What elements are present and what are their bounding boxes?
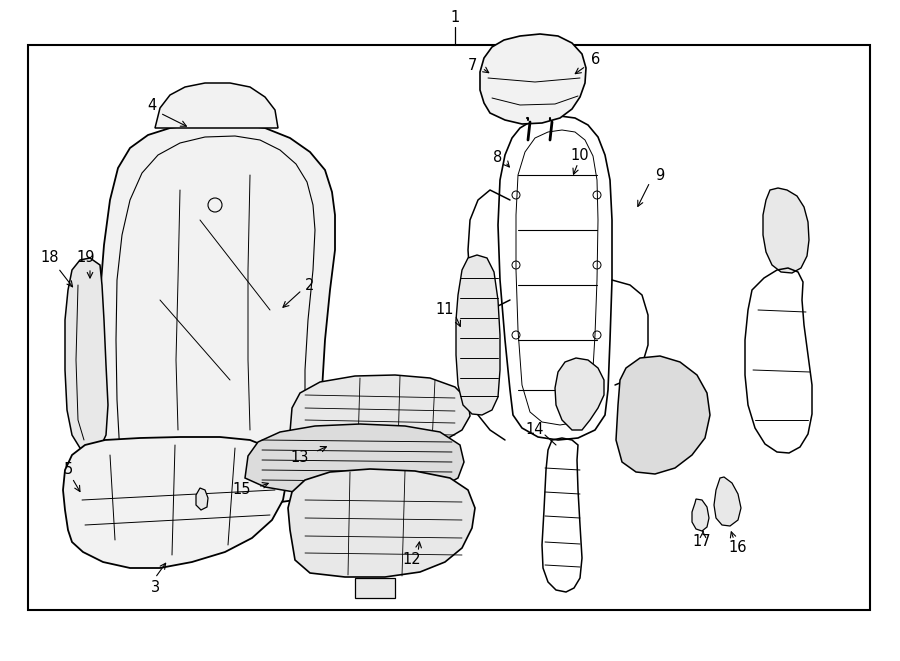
Polygon shape [616,356,710,474]
Polygon shape [196,488,208,510]
Polygon shape [290,375,470,448]
Bar [355,578,395,598]
Text: 4: 4 [148,98,157,112]
Polygon shape [692,499,709,531]
Polygon shape [245,424,464,496]
Text: 8: 8 [493,151,502,165]
Polygon shape [555,358,604,430]
Text: 11: 11 [436,303,454,317]
Text: 12: 12 [402,553,421,568]
Text: 17: 17 [693,535,711,549]
Text: 3: 3 [150,580,159,596]
Polygon shape [65,258,108,452]
Text: 18: 18 [40,251,59,266]
Text: 10: 10 [571,147,590,163]
Polygon shape [288,469,475,577]
Text: 14: 14 [526,422,544,438]
Text: 7: 7 [467,58,477,73]
Text: 2: 2 [305,278,315,293]
Polygon shape [480,34,586,124]
Polygon shape [100,124,335,505]
Text: 9: 9 [655,167,664,182]
Text: 19: 19 [76,251,95,266]
Polygon shape [155,83,278,128]
Polygon shape [714,477,741,526]
Text: 1: 1 [450,11,460,26]
Polygon shape [63,437,287,568]
Text: 5: 5 [63,463,73,477]
Polygon shape [763,188,809,273]
Text: 16: 16 [729,541,747,555]
Text: 6: 6 [591,52,600,67]
Bar [28,45,870,610]
Text: 15: 15 [233,483,251,498]
Text: 13: 13 [291,451,310,465]
Polygon shape [456,255,500,415]
